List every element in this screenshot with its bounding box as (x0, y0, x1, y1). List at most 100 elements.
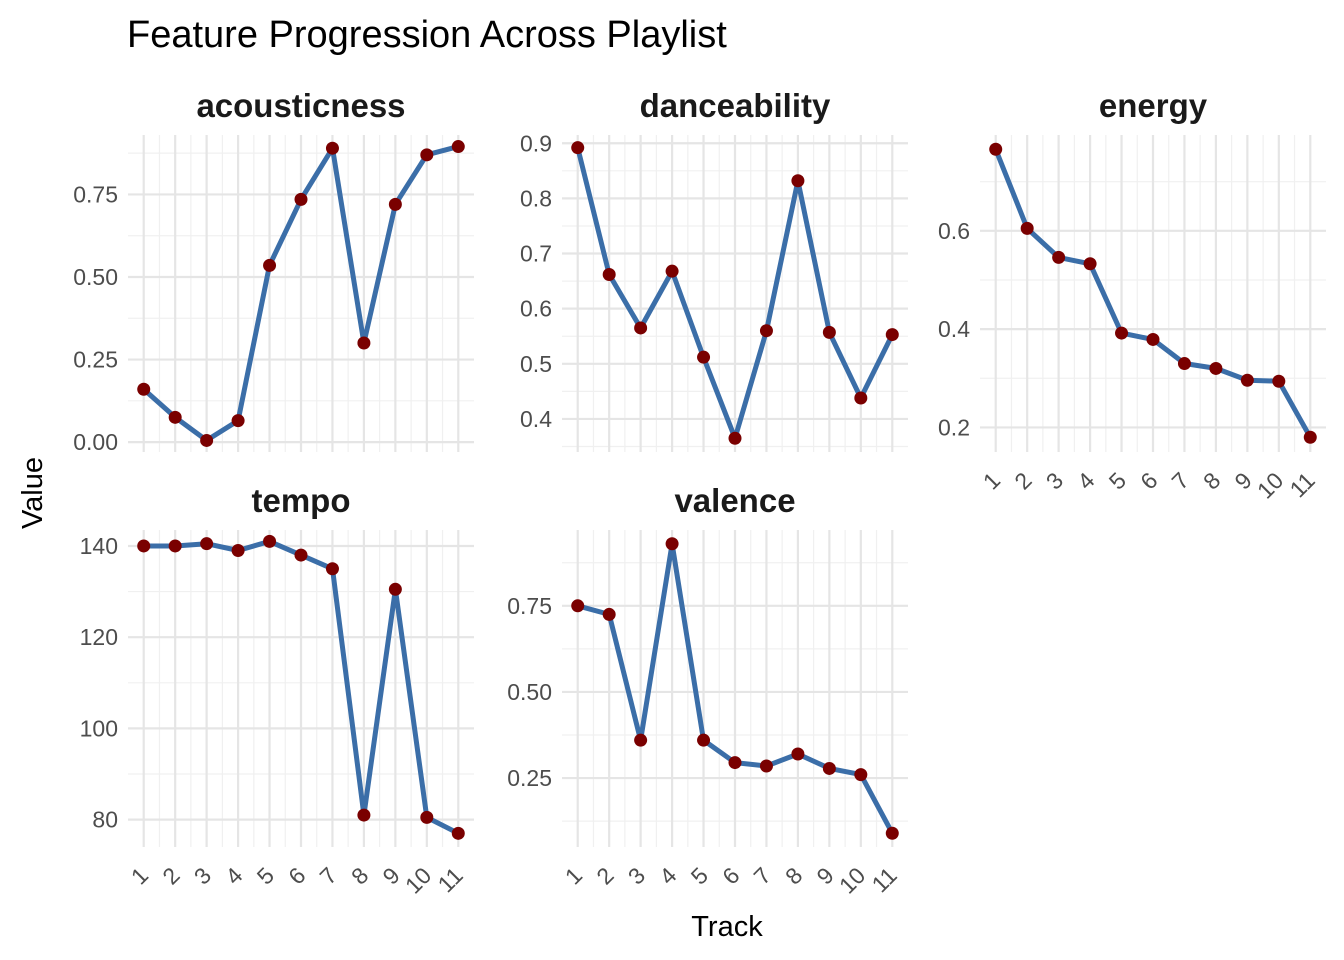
y-tick-label: 0.75 (507, 593, 552, 619)
data-point (137, 539, 151, 553)
data-point (665, 264, 679, 278)
data-point (822, 761, 836, 775)
data-point (697, 350, 711, 364)
x-tick-label: 4 (220, 862, 248, 890)
y-tick-label: 0.25 (507, 765, 552, 791)
x-tick-label: 5 (252, 862, 279, 889)
data-point (634, 321, 648, 335)
data-point (200, 537, 214, 551)
x-tick-label: 2 (157, 862, 184, 889)
chart-title: Feature Progression Across Playlist (127, 14, 727, 56)
data-point (728, 431, 742, 445)
x-tick-label: 6 (1135, 467, 1162, 494)
y-tick-label: 80 (92, 807, 118, 833)
data-point (791, 747, 805, 761)
data-point (634, 733, 648, 747)
data-point (854, 391, 868, 405)
y-tick-label: 100 (80, 715, 118, 741)
data-point (357, 336, 371, 350)
facet-danceability: danceability 0.4 0.5 0.6 0.7 0.8 0.9 (520, 87, 908, 452)
x-tick-label: 8 (780, 862, 807, 889)
data-point (1303, 430, 1317, 444)
data-point (665, 537, 679, 551)
data-point (602, 267, 616, 281)
x-tick-label: 2 (591, 862, 618, 889)
y-tick-label: 0.6 (520, 296, 552, 322)
x-tick-label: 1 (126, 862, 153, 889)
x-tick-label: 10 (1252, 467, 1288, 503)
y-tick-label: 0.5 (520, 351, 552, 377)
data-point (989, 142, 1003, 156)
y-tick-label: 0.2 (938, 414, 970, 440)
data-point (1052, 250, 1066, 264)
data-point (791, 174, 805, 188)
data-point (168, 410, 182, 424)
y-tick-label: 0.25 (73, 347, 118, 373)
x-tick-label: 8 (346, 862, 373, 889)
data-point (357, 808, 371, 822)
y-tick-label: 0.7 (520, 241, 552, 267)
data-point (1146, 332, 1160, 346)
y-tick-label: 0.9 (520, 130, 552, 156)
data-point (263, 258, 277, 272)
data-point (451, 140, 465, 154)
data-point (1115, 326, 1129, 340)
data-point (168, 539, 182, 553)
data-point (822, 325, 836, 339)
data-point (451, 826, 465, 840)
data-point (231, 414, 245, 428)
x-tick-label: 2 (1009, 467, 1036, 494)
facet-label-valence: valence (674, 482, 795, 519)
y-tick-label: 120 (80, 624, 118, 650)
data-point (728, 756, 742, 770)
x-tick-label: 1 (560, 862, 587, 889)
data-point (1020, 221, 1034, 235)
x-tick-label: 4 (1072, 467, 1100, 495)
facet-label-tempo: tempo (252, 482, 351, 519)
data-point (388, 197, 402, 211)
y-tick-label: 0.75 (73, 181, 118, 207)
y-tick-label: 140 (80, 533, 118, 559)
y-tick-label: 0.00 (73, 429, 118, 455)
facet-label-energy: energy (1099, 87, 1208, 124)
x-tick-label: 3 (623, 862, 650, 889)
data-point (325, 141, 339, 155)
x-tick-label: 7 (749, 862, 776, 889)
data-point (263, 534, 277, 548)
x-tick-label: 10 (834, 862, 870, 898)
data-point (1272, 374, 1286, 388)
x-tick-label: 7 (315, 862, 342, 889)
data-point (1209, 361, 1223, 375)
data-point (854, 768, 868, 782)
x-tick-label: 9 (377, 862, 404, 889)
y-tick-label: 0.8 (520, 185, 552, 211)
data-point (697, 733, 711, 747)
data-point (885, 328, 899, 342)
data-point (294, 192, 308, 206)
x-tick-label: 9 (1229, 467, 1256, 494)
y-tick-label: 0.6 (938, 218, 970, 244)
data-point (420, 810, 434, 824)
data-point (231, 544, 245, 558)
y-tick-label: 0.4 (938, 316, 970, 342)
x-tick-label: 9 (811, 862, 838, 889)
x-tick-label: 6 (717, 862, 744, 889)
x-tick-label: 11 (867, 862, 902, 897)
data-point (1177, 357, 1191, 371)
y-tick-label: 0.50 (73, 264, 118, 290)
data-point (602, 607, 616, 621)
x-tick-label: 11 (1285, 467, 1320, 502)
data-point (759, 324, 773, 338)
data-point (571, 599, 585, 613)
x-tick-label: 3 (1041, 467, 1068, 494)
data-point (137, 382, 151, 396)
x-tick-label: 5 (1104, 467, 1131, 494)
facet-label-acousticness: acousticness (196, 87, 405, 124)
x-tick-label: 1 (978, 467, 1005, 494)
facet-label-danceability: danceability (640, 87, 831, 124)
y-axis-title: Value (17, 457, 49, 529)
